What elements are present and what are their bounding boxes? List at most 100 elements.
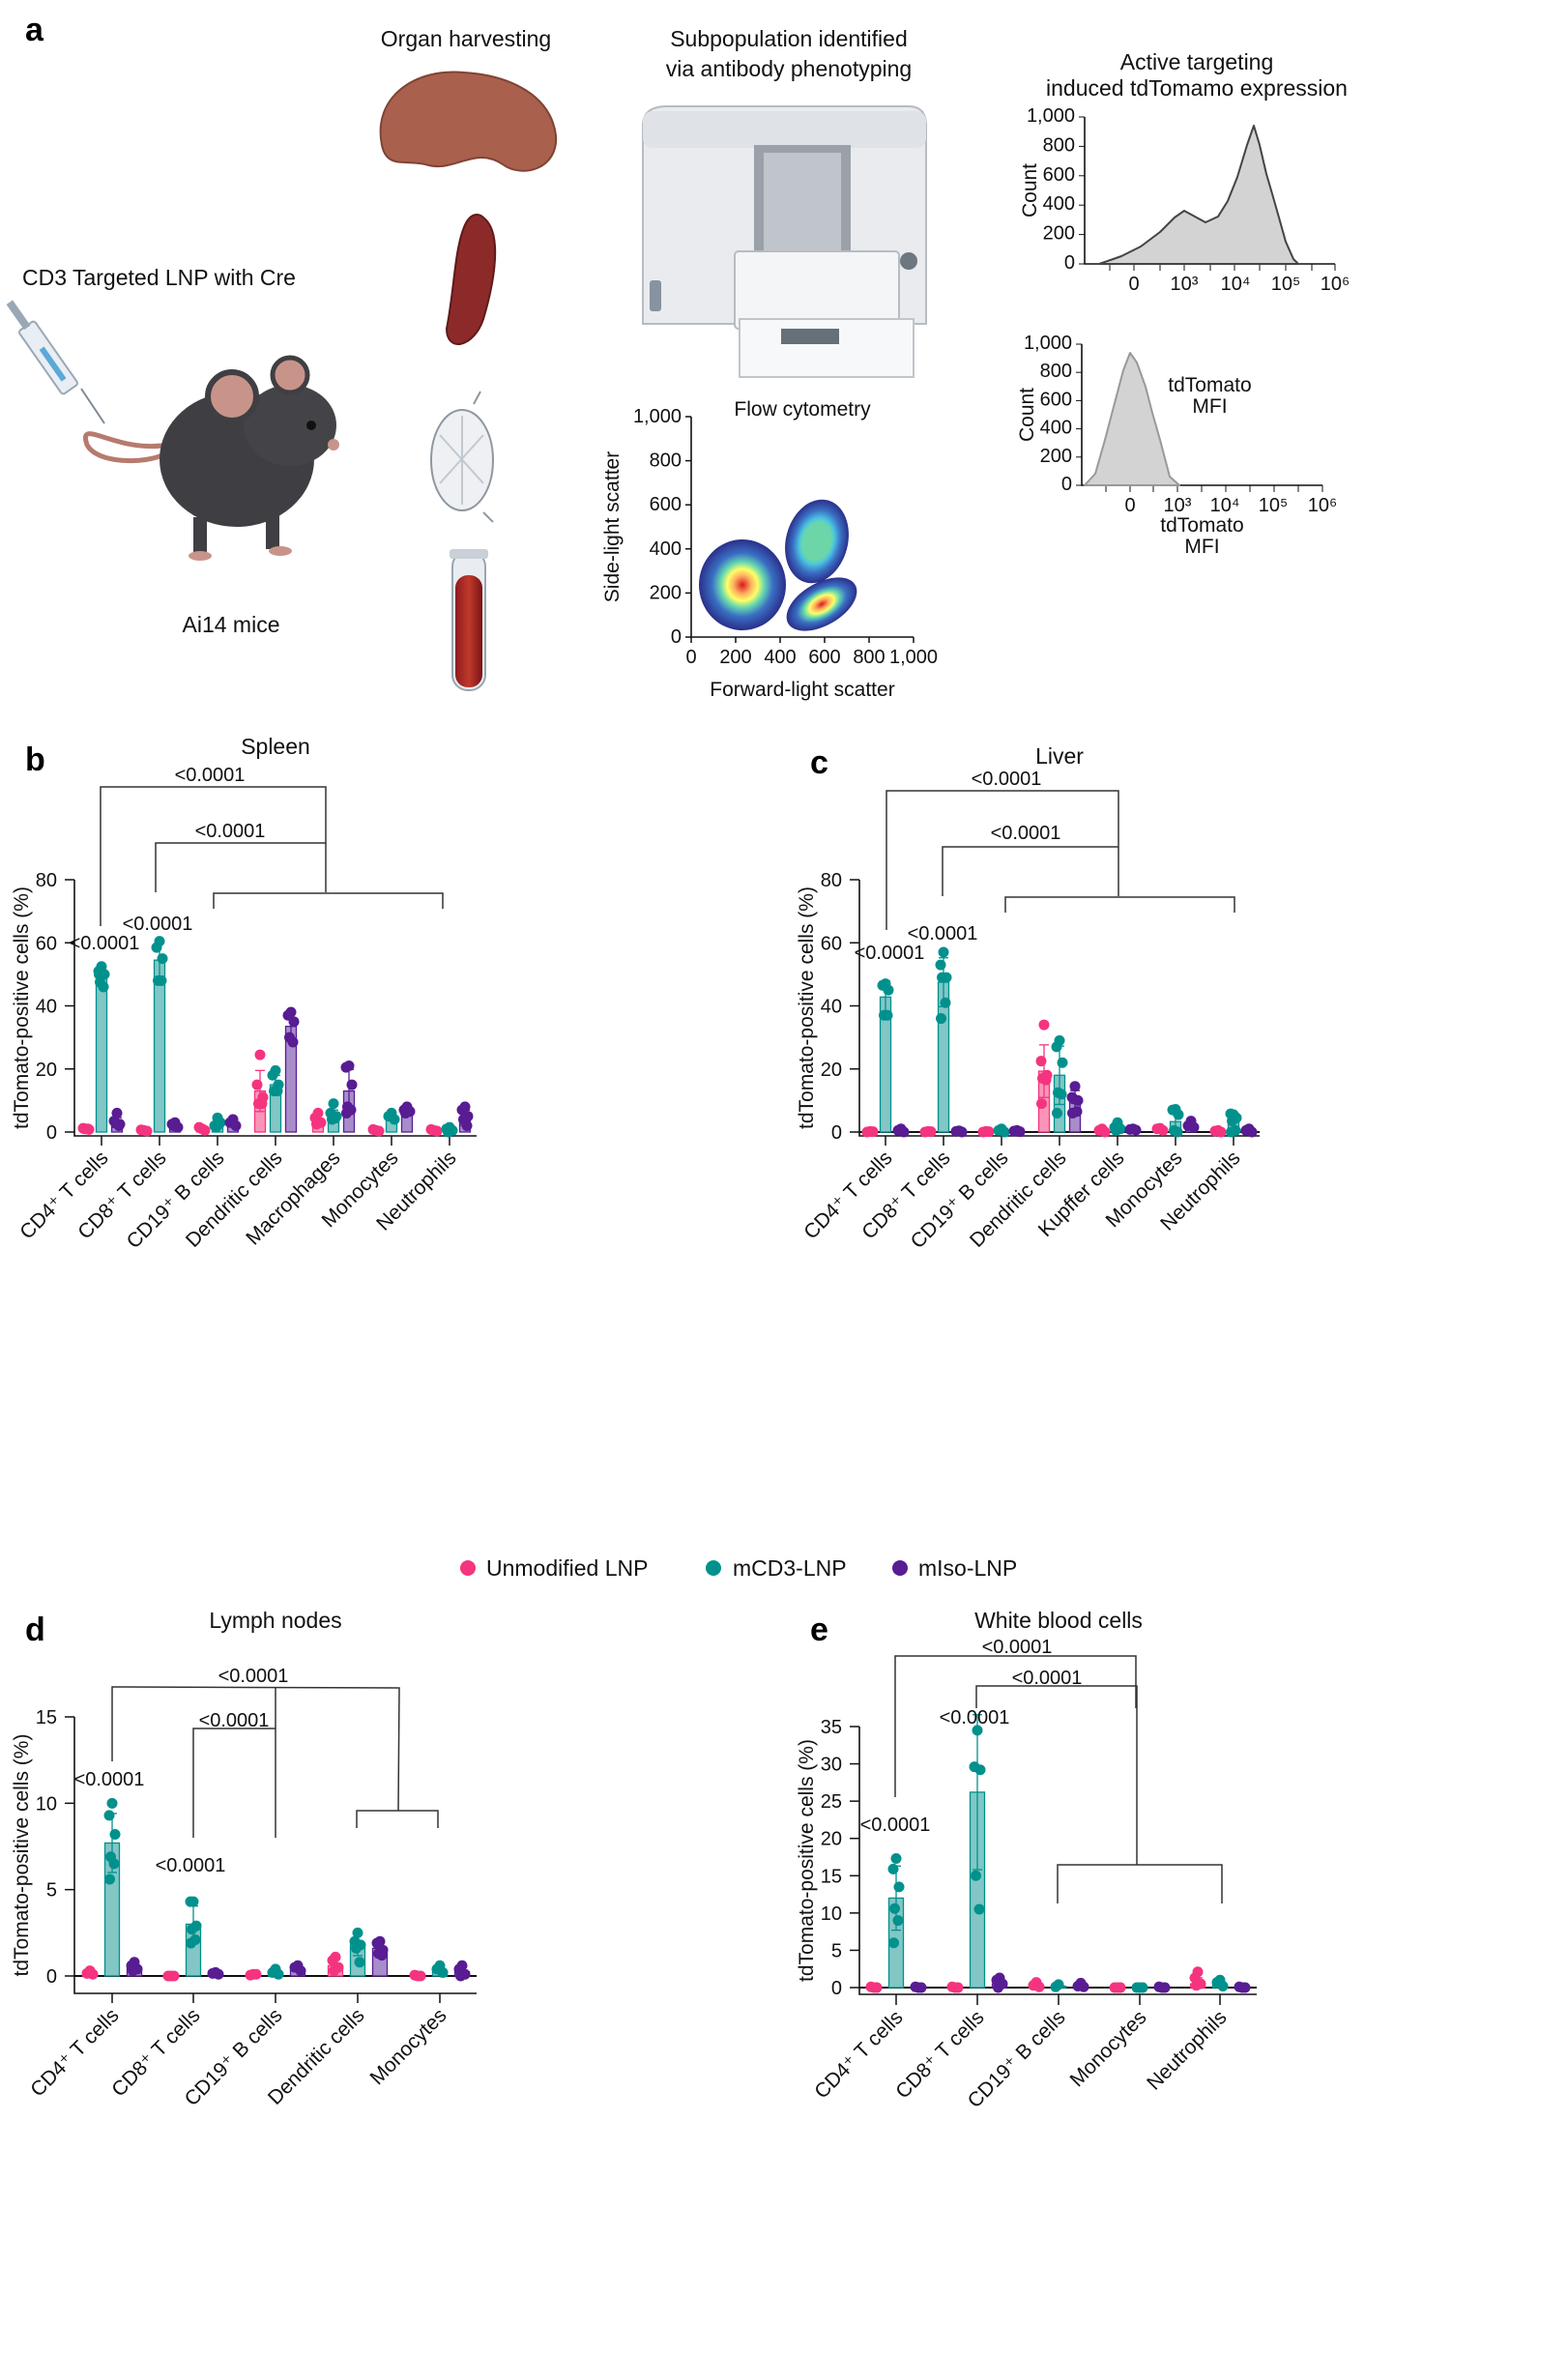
x-tick-label: 10⁵ (1259, 495, 1289, 516)
y-tick-label: 200 (1043, 223, 1075, 245)
data-point-mcd3 (109, 1828, 121, 1840)
data-point-unmodified (1115, 1982, 1126, 1993)
chart-title: Liver (1035, 743, 1084, 769)
p-value-label: <0.0001 (218, 1666, 289, 1687)
data-point-unmodified (871, 1982, 883, 1993)
liver-illustration (379, 71, 558, 172)
data-point-miso (340, 1061, 352, 1073)
x-tick-label: 600 (808, 647, 840, 668)
x-tick-label: 10⁵ (1271, 274, 1301, 295)
data-point-miso (461, 1119, 473, 1131)
data-point-miso (341, 1107, 352, 1118)
data-point-miso (287, 1036, 299, 1048)
data-point-unmodified (1191, 1980, 1202, 1991)
data-point-mcd3 (889, 1903, 900, 1914)
data-point-miso (288, 1016, 300, 1028)
x-tick-label: 800 (853, 647, 885, 668)
y-tick-label: 5 (831, 1940, 842, 1961)
panel-letter-b: b (25, 741, 45, 778)
data-point-miso (1246, 1126, 1258, 1138)
data-point-mcd3 (389, 1114, 400, 1125)
x-tick-label: 10⁴ (1210, 495, 1240, 516)
data-point-mcd3 (156, 974, 167, 986)
y-axis-label: tdTomato-positive cells (%) (11, 1734, 33, 1977)
data-point-mcd3 (937, 972, 947, 983)
data-point-miso (455, 1970, 466, 1982)
data-point-mcd3 (1226, 1126, 1236, 1138)
syringe-icon (6, 300, 105, 424)
data-point-unmodified (256, 1098, 268, 1110)
data-point-unmodified (415, 1970, 426, 1982)
axes-lines (858, 880, 1260, 1137)
y-tick-label: 200 (1040, 446, 1072, 467)
data-point-mcd3 (272, 1086, 283, 1097)
x-tick-label: 10⁴ (1221, 274, 1251, 295)
data-point-mcd3 (187, 1924, 197, 1935)
x-axis-label-line1: tdTomato (1168, 374, 1251, 396)
y-tick-label: 15 (36, 1707, 57, 1728)
y-tick-label: 400 (1043, 193, 1075, 215)
data-point-unmodified (311, 1118, 322, 1130)
data-point-mcd3 (1217, 1980, 1229, 1991)
data-point-unmodified (82, 1123, 94, 1135)
x-tick-label: 10⁶ (1308, 495, 1337, 516)
data-point-mcd3 (893, 1881, 905, 1893)
data-point-mcd3 (1051, 1041, 1062, 1053)
density-cluster-lymphocytes (699, 539, 786, 630)
data-point-mcd3 (267, 1069, 278, 1081)
data-point-mcd3 (330, 1112, 341, 1123)
data-point-mcd3 (888, 1937, 899, 1949)
x-tick-label: 10⁶ (1321, 274, 1350, 295)
flow-cytometer-illustration (642, 105, 927, 378)
chart-title: Lymph nodes (209, 1608, 341, 1633)
active-targeting-line1: Active targeting (1120, 49, 1274, 74)
data-point-mcd3 (1173, 1109, 1184, 1120)
data-point-mcd3 (1172, 1126, 1183, 1138)
panel-letter-c: c (810, 744, 828, 781)
panel-letter-a: a (25, 12, 44, 48)
data-point-mcd3 (887, 1863, 899, 1874)
bar-mcd3 (153, 959, 166, 1133)
y-tick-label: 200 (650, 582, 682, 603)
x-tick-label: 200 (719, 647, 751, 668)
data-point-unmodified (1033, 1981, 1045, 1992)
significance-bracket (1004, 896, 1235, 913)
active-targeting-line2: induced tdTomamo expression (1046, 75, 1348, 101)
y-tick-label: 800 (650, 450, 682, 472)
p-value-label: <0.0001 (982, 1637, 1053, 1658)
data-point-miso (915, 1982, 927, 1993)
data-point-mcd3 (108, 1858, 120, 1870)
data-point-unmodified (1040, 1074, 1052, 1086)
y-tick-label: 10 (821, 1903, 842, 1925)
data-point-mcd3 (151, 942, 162, 953)
significance-bracket (894, 1655, 1137, 1797)
x-tick-label: 10³ (1164, 495, 1192, 516)
data-point-unmodified (1038, 1019, 1050, 1031)
y-axis-label: tdTomato-positive cells (%) (796, 886, 818, 1129)
data-point-mcd3 (211, 1121, 221, 1133)
p-value-label: <0.0001 (972, 769, 1042, 790)
data-point-mcd3 (443, 1126, 453, 1138)
data-point-unmodified (867, 1126, 879, 1138)
data-point-miso (1159, 1982, 1171, 1993)
data-point-miso (898, 1126, 910, 1138)
x-tick-label: 0 (685, 647, 696, 668)
flow-title: Flow cytometry (734, 398, 871, 421)
y-tick-label: 40 (36, 997, 57, 1018)
data-point-mcd3 (1137, 1982, 1148, 1993)
histogram-control: 0 200 400 600 800 1,000 0 10³ 10⁴ 10⁵ 10⁶ Count tdTo… (1016, 333, 1337, 558)
data-point-mcd3 (437, 1966, 449, 1978)
data-point-miso (1069, 1081, 1081, 1092)
subpopulation-label-line2: via antibody phenotyping (666, 56, 912, 81)
data-point-mcd3 (973, 1903, 985, 1915)
p-value-label: <0.0001 (199, 1710, 270, 1731)
y-tick-label: 0 (671, 626, 682, 648)
y-tick-label: 400 (1040, 418, 1072, 439)
y-tick-label: 1,000 (1027, 105, 1075, 127)
y-tick-label: 600 (1043, 164, 1075, 186)
y-tick-label: 600 (650, 494, 682, 515)
significance-bracket (886, 790, 1119, 930)
